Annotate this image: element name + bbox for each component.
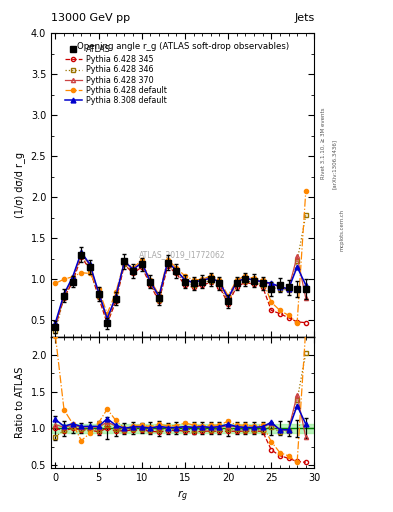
Text: Rivet 3.1.10, ≥ 3M events: Rivet 3.1.10, ≥ 3M events (320, 108, 325, 179)
Text: mcplots.cern.ch: mcplots.cern.ch (340, 209, 345, 251)
Text: Jets: Jets (294, 13, 314, 23)
Y-axis label: Ratio to ATLAS: Ratio to ATLAS (15, 367, 25, 438)
Text: 13000 GeV pp: 13000 GeV pp (51, 13, 130, 23)
Bar (51, 424, 314, 433)
Text: [arXiv:1306.3436]: [arXiv:1306.3436] (332, 139, 337, 189)
Y-axis label: (1/σ) dσ/d r_g: (1/σ) dσ/d r_g (14, 152, 25, 218)
Legend: ATLAS, Pythia 6.428 345, Pythia 6.428 346, Pythia 6.428 370, Pythia 6.428 defaul: ATLAS, Pythia 6.428 345, Pythia 6.428 34… (63, 44, 169, 106)
Text: ATLAS_2019_I1772062: ATLAS_2019_I1772062 (140, 250, 226, 259)
Text: Opening angle r_g (ATLAS soft-drop observables): Opening angle r_g (ATLAS soft-drop obser… (77, 42, 289, 51)
X-axis label: $r_g$: $r_g$ (177, 489, 188, 504)
